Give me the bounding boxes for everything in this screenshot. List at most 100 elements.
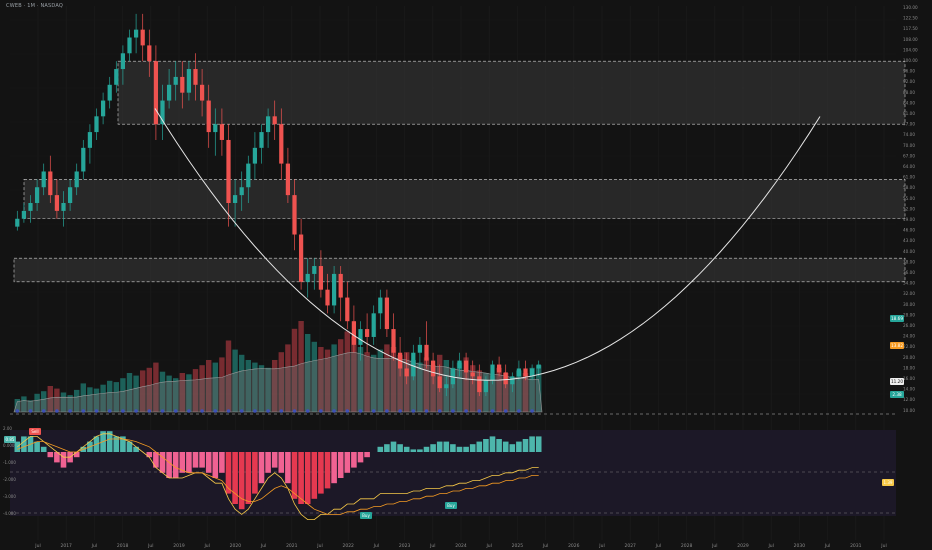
price-tick-label: 14.00 [903,387,915,392]
macd-bar [377,446,384,452]
candle-body [252,147,258,164]
macd-bar [120,436,126,452]
osc-tick-label: -1.000 [3,460,16,465]
price-badge-label: 18.69 [891,316,903,321]
signal-dot [213,409,218,413]
macd-bar [146,452,153,458]
price-tick-label: 16.00 [903,376,915,381]
macd-bar [186,452,192,473]
time-tick-label: Jul [880,543,886,549]
candle-body [48,171,53,196]
candle-body [457,360,462,369]
candle-body [444,384,449,389]
time-tick-label: Jul [485,543,491,549]
volume-bar [100,384,106,412]
candle-body [417,344,423,353]
price-badge [890,391,904,398]
macd-bar [436,441,443,452]
price-tick-label: 32.00 [903,291,915,296]
macd-bar [522,439,529,452]
macd-bar [113,436,120,452]
volume-bar [536,365,542,412]
candlesticks[interactable] [15,13,541,397]
price-tick-label: 28.00 [903,312,915,317]
candle-body [536,364,541,369]
macd-bar [403,446,410,452]
volume-bars [14,321,542,412]
candle-body [219,124,225,140]
osc-badge [360,512,372,519]
osc-badge [882,479,894,486]
signal-dot [371,409,376,413]
volume-bar [219,357,225,412]
volume-bar [344,331,350,412]
price-tick-label: 24.00 [903,334,915,339]
price-badge-label: 11.20 [891,379,903,384]
price-tick-label: 46.00 [903,228,915,233]
macd-bar [166,452,172,478]
price-tick-label: 108.00 [903,37,918,42]
signal-dot [424,409,429,413]
volume-bar [74,389,80,412]
price-tick-label: 10.00 [903,408,915,413]
candle-body [180,76,185,93]
signal-dot [503,409,508,413]
candle-body [259,132,264,148]
macd-bar [172,452,179,478]
macd-bar [271,452,278,468]
volume-bar [489,375,496,412]
macd-bar [337,452,344,478]
macd-bar [324,452,331,489]
macd-bar [304,452,311,504]
volume-bar [338,339,344,412]
price-tick-label: 122.50 [903,16,918,21]
candle-body [67,187,73,203]
price-tick-label: 22.00 [903,344,915,349]
osc-tick-label: -3.000 [3,494,16,499]
signal-dot [200,409,204,413]
signal-dot [266,409,270,413]
macd-bar [54,452,60,463]
volume-bar [278,352,284,412]
volume-bar [140,370,146,412]
volume-bar [67,395,73,412]
candle-body [384,297,390,330]
candle-body [331,273,337,306]
volume-bar [423,357,430,412]
candle-body [133,29,139,38]
osc-badge [4,436,16,443]
macd-bar [106,431,113,452]
time-tick-label: 2023 [399,543,411,549]
candle-body [186,69,192,93]
time-tick-label: Jul [542,543,548,549]
volume-bar [258,365,265,412]
price-badge [890,342,904,349]
volume-bar [509,378,515,412]
volume-bar [503,373,509,412]
signal-dot [15,409,20,413]
signal-dot [160,409,165,413]
macd-bar [291,452,298,499]
macd-bar [212,452,219,478]
candle-body [523,368,528,377]
time-tick-label: Jul [316,543,322,549]
macd-bar [344,452,351,473]
price-tick-label: 26.00 [903,323,915,328]
volume-bar [298,321,304,412]
candle-body [391,329,396,353]
volume-bar [410,360,416,412]
candle-body [345,297,350,322]
oscillator-axis: 2.00 0.000 -1.000 -2.000 -3.000 -4.000 [3,426,16,516]
volume-bar [80,383,86,412]
volume-bar [384,344,390,412]
signal-dot [68,409,72,413]
osc-tick-label: -2.000 [3,477,16,482]
volume-bar [212,362,218,412]
candle-body [213,124,218,133]
price-badges: 18.69 13.82 11.20 2.38 [890,315,904,398]
candle-body [463,360,469,373]
candle-body [358,329,363,345]
macd-bar [397,444,403,452]
candle-body [232,195,238,203]
